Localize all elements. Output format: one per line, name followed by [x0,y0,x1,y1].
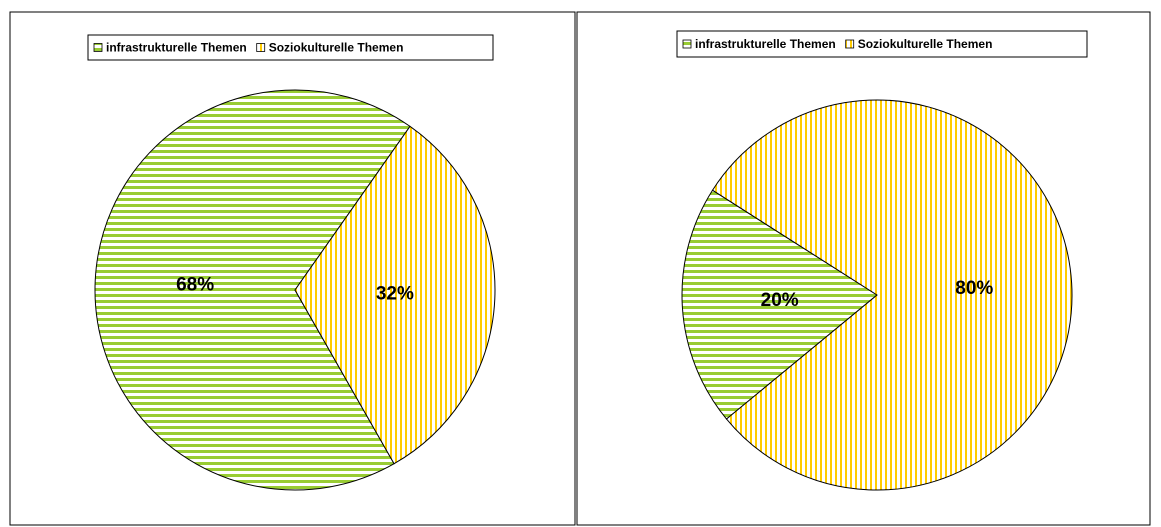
legend-label: infrastrukturelle Themen [695,37,836,51]
data-label: 32% [376,284,414,305]
legend-label: Soziokulturelle Themen [858,37,993,51]
data-label: 68% [176,274,214,295]
legend-swatch [682,39,692,49]
legend-swatch [93,43,103,52]
pie-slice [294,125,496,465]
pie-slice [681,189,878,420]
data-label: 20% [761,290,799,311]
legend-swatch [845,39,855,49]
legend-label: Soziokulturelle Themen [269,41,404,55]
pie-slice [94,89,411,491]
pie-slice [711,99,1073,491]
legend-label: infrastrukturelle Themen [106,41,247,55]
data-label: 80% [955,278,993,299]
legend-box [676,30,1088,58]
legend-box [87,34,494,61]
legend-swatch [256,43,266,52]
